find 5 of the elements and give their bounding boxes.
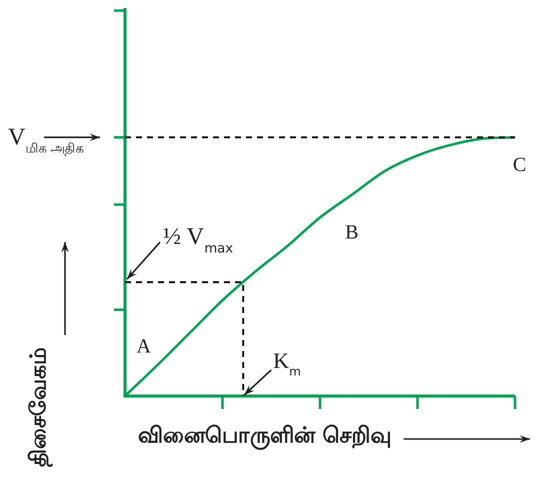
annotation: C	[512, 154, 526, 176]
y-axis-title: திசைவேகம்	[26, 347, 54, 467]
x-axis-title: வினைபொருளின் செறிவு	[138, 424, 392, 451]
annotation: B	[345, 221, 358, 244]
annotation: A	[136, 335, 152, 358]
